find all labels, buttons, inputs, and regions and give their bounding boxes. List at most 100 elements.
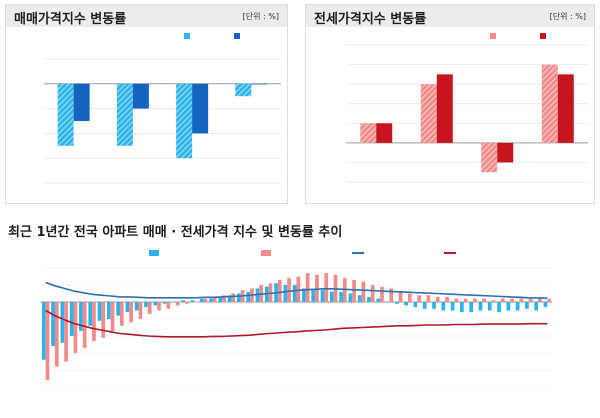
- sale-change-bar: [478, 302, 483, 311]
- sale-change-bar: [487, 302, 492, 311]
- sale-change-bar: [144, 302, 148, 308]
- sale-change-bar: [357, 295, 362, 302]
- legend-swatch: [540, 33, 546, 39]
- sale-change-bar: [88, 302, 93, 326]
- sale-change-bar: [367, 296, 371, 302]
- bar-prev: [541, 64, 558, 143]
- jeonse-change-bar: [296, 276, 301, 302]
- sale-change-panel: 매매가격지수 변동률 [단위 : %]: [5, 4, 288, 204]
- jeonse-change-bar: [82, 302, 87, 348]
- jeonse-change-bar: [175, 302, 180, 306]
- jeonse-change-bar: [463, 298, 468, 302]
- bar-curr: [192, 83, 209, 134]
- jeonse-change-bar: [482, 298, 487, 302]
- sale-change-bar: [97, 302, 102, 321]
- jeonse-panel-header: 전세가격지수 변동률 [단위 : %]: [306, 5, 594, 27]
- bar-prev: [360, 123, 377, 143]
- jeonse-change-bar: [101, 302, 106, 338]
- legend-swatch: [234, 33, 240, 39]
- jeonse-change-bar: [54, 302, 59, 367]
- trend-chart: [41, 250, 552, 388]
- jeonse-change-panel: 전세가격지수 변동률 [단위 : %]: [305, 4, 595, 204]
- legend-swatch: [490, 33, 496, 39]
- legend-swatch: [149, 250, 159, 256]
- bar-curr: [251, 83, 268, 85]
- bar-prev: [235, 83, 252, 97]
- jeonse-change-bar: [407, 293, 412, 302]
- jeonse-change-bar: [352, 279, 356, 302]
- bar-curr: [436, 74, 453, 143]
- sale-change-bar: [153, 302, 158, 306]
- jeonse-change-bar: [129, 302, 133, 323]
- sale-index-line: [45, 281, 548, 299]
- trend-section-title: 최근 1년간 전국 아파트 매매 · 전세가격 지수 및 변동률 추이: [8, 225, 343, 240]
- sale-change-bar: [209, 298, 213, 302]
- jeonse-change-bar: [287, 278, 291, 302]
- sale-change-bar: [311, 290, 316, 302]
- jeonse-change-bar: [361, 281, 366, 302]
- bar-curr: [497, 142, 514, 163]
- jeonse-change-bar: [389, 288, 394, 302]
- jeonse-change-bar: [417, 295, 421, 302]
- jeonse-change-bar: [305, 273, 310, 302]
- jeonse-change-bar: [73, 302, 78, 353]
- sale-change-bar: [246, 291, 251, 302]
- sale-change-bar: [69, 302, 74, 336]
- sale-change-bar: [283, 285, 288, 302]
- sale-change-bar: [413, 302, 418, 308]
- jeonse-change-bar: [426, 295, 431, 302]
- jeonse-change-bar: [370, 285, 375, 302]
- bar-curr: [132, 83, 149, 109]
- jeonse-change-bar: [231, 293, 236, 302]
- jeonse-change-bar: [166, 302, 171, 309]
- jeonse-change-bar: [92, 302, 96, 342]
- bar-prev: [420, 84, 437, 143]
- legend-swatch: [261, 250, 271, 256]
- jeonse-change-bar: [398, 291, 403, 302]
- bar-curr: [73, 83, 90, 121]
- sale-change-bar: [422, 302, 427, 309]
- sale-change-bar: [134, 302, 139, 311]
- sale-change-bar: [497, 302, 501, 313]
- jeonse-change-bar: [380, 286, 384, 302]
- jeonse-change-bar: [138, 302, 143, 319]
- sale-change-bar: [534, 302, 539, 311]
- sale-change-bar: [348, 293, 353, 302]
- sale-change-bar: [469, 302, 474, 313]
- jeonse-change-bar: [454, 298, 459, 302]
- sale-change-bar: [106, 302, 111, 319]
- jeonse-change-bar: [119, 302, 124, 326]
- sale-panel-title: 매매가격지수 변동률: [14, 12, 127, 27]
- sale-change-bar: [506, 302, 511, 311]
- sale-change-bar: [79, 302, 83, 331]
- jeonse-change-chart: [346, 33, 588, 183]
- jeonse-change-bar: [147, 302, 152, 314]
- sale-unit-label: [단위 : %]: [242, 12, 279, 21]
- sale-panel-header: 매매가격지수 변동률 [단위 : %]: [6, 5, 287, 27]
- sale-change-bar: [218, 296, 223, 302]
- sale-change-bar: [41, 302, 46, 360]
- sale-change-bar: [320, 290, 325, 302]
- sale-change-bar: [199, 298, 204, 302]
- sale-change-bar: [116, 302, 120, 316]
- jeonse-change-bar: [519, 298, 524, 302]
- jeonse-change-bar: [157, 302, 161, 311]
- jeonse-change-bar: [110, 302, 115, 331]
- legend-swatch: [184, 33, 190, 39]
- sale-change-bar: [515, 302, 520, 311]
- sale-change-chart: [44, 33, 281, 184]
- sale-change-bar: [339, 291, 343, 302]
- jeonse-change-bar: [203, 298, 208, 302]
- jeonse-change-bar: [222, 295, 226, 302]
- sale-change-bar: [237, 293, 241, 302]
- sale-change-bar: [60, 302, 65, 343]
- sale-change-bar: [162, 302, 167, 304]
- sale-change-bar: [51, 302, 55, 347]
- jeonse-change-bar: [435, 296, 440, 302]
- sale-change-bar: [125, 302, 130, 313]
- sale-change-bar: [292, 285, 297, 302]
- sale-change-bar: [227, 295, 232, 302]
- sale-change-bar: [525, 302, 529, 309]
- jeonse-index-line: [45, 309, 548, 338]
- jeonse-change-bar: [185, 302, 189, 304]
